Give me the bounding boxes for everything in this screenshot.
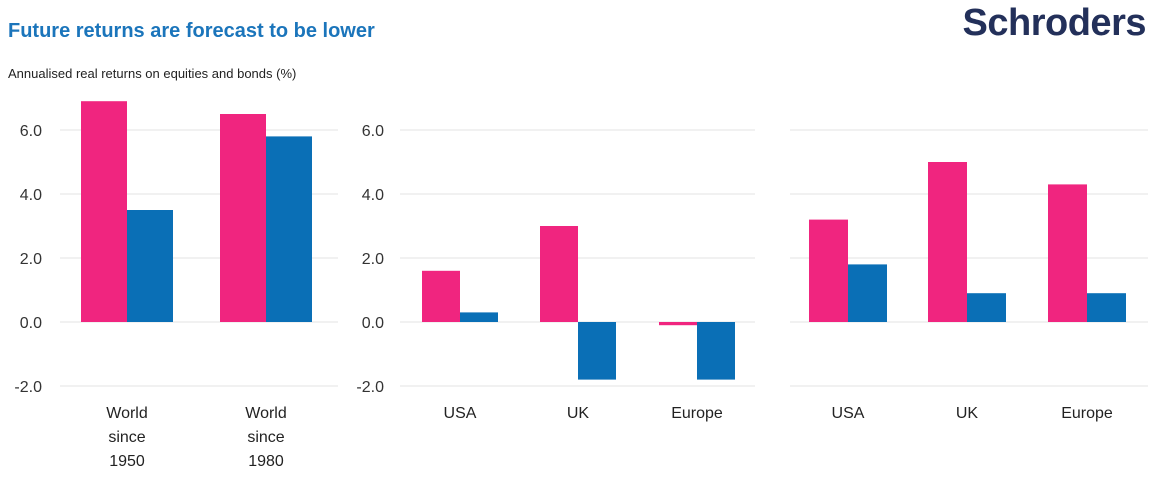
chart-subtitle: Annualised real returns on equities and … xyxy=(8,66,297,81)
category-label-panel2: Europe xyxy=(671,405,723,422)
equities-bar-panel3 xyxy=(928,162,967,322)
y-tick-label-panel2: -2.0 xyxy=(356,379,384,396)
bonds-bar-panel2 xyxy=(697,322,735,380)
y-tick-label-panel1: 0.0 xyxy=(20,315,42,332)
category-label-panel2: USA xyxy=(444,405,477,422)
y-tick-label-panel1: -2.0 xyxy=(14,379,42,396)
y-tick-label-panel1: 6.0 xyxy=(20,123,42,140)
y-tick-label-panel2: 2.0 xyxy=(362,251,384,268)
equities-bar-panel3 xyxy=(809,219,848,322)
chart-title: Future returns are forecast to be lower xyxy=(8,20,375,42)
equities-bar-panel1 xyxy=(220,114,266,322)
category-label-panel3: Europe xyxy=(1061,405,1113,422)
category-label-panel3: UK xyxy=(956,405,979,422)
category-label-panel2: UK xyxy=(567,405,590,422)
equities-bar-panel3 xyxy=(1048,184,1087,322)
bonds-bar-panel1 xyxy=(127,210,173,322)
bonds-bar-panel3 xyxy=(1087,293,1126,322)
bonds-bar-panel3 xyxy=(848,264,887,322)
y-tick-label-panel1: 4.0 xyxy=(20,187,42,204)
y-tick-label-panel2: 4.0 xyxy=(362,187,384,204)
schroders-logo: Schroders xyxy=(962,2,1147,44)
equities-bar-panel2 xyxy=(422,270,460,322)
y-tick-label-panel2: 6.0 xyxy=(362,123,384,140)
category-label-panel3: USA xyxy=(832,405,865,422)
category-label-panel1: World since 1980 xyxy=(245,405,287,470)
bonds-bar-panel2 xyxy=(460,312,498,322)
equities-bar-panel2 xyxy=(659,322,697,326)
bonds-bar-panel1 xyxy=(266,136,312,322)
bonds-bar-panel3 xyxy=(967,293,1006,322)
y-tick-label-panel1: 2.0 xyxy=(20,251,42,268)
bonds-bar-panel2 xyxy=(578,322,616,380)
equities-bar-panel1 xyxy=(81,101,127,322)
y-tick-label-panel2: 0.0 xyxy=(362,315,384,332)
equities-bar-panel2 xyxy=(540,226,578,322)
category-label-panel1: World since 1950 xyxy=(106,405,148,470)
